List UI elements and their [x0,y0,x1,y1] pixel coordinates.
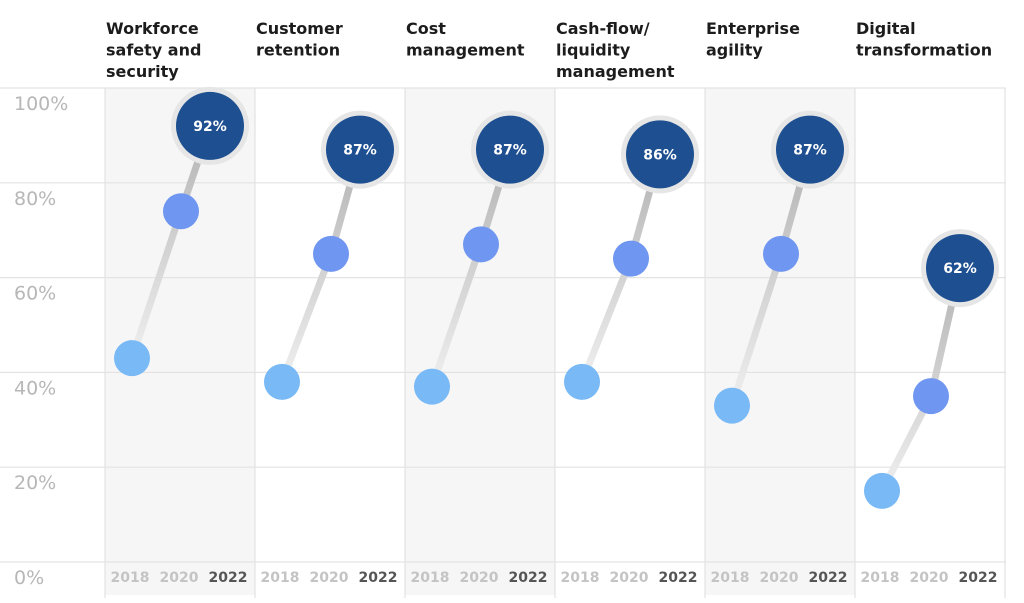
category-title-line: Customer [256,19,343,38]
data-label-2022: 87% [493,143,527,159]
y-tick-label: 80% [14,188,56,210]
category-title-line: Cash-flow/ [556,19,650,38]
category-titles: Workforce safety and security Customer reten… [106,19,992,81]
data-marks: 92% 87% 87% 86% 87% 62% [114,86,999,509]
year-label-2018: 2018 [861,570,900,586]
year-label-2022: 2022 [959,570,998,586]
year-label-2018: 2018 [111,570,150,586]
data-label-2022: 87% [793,143,827,159]
year-label-2020: 2020 [460,570,499,586]
category-title-line: Cost [406,19,446,38]
point-2022 [926,234,994,303]
year-label-2018: 2018 [561,570,600,586]
year-label-2020: 2020 [760,570,799,586]
year-label-2018: 2018 [261,570,300,586]
point-2022 [176,91,244,160]
point-2018 [564,363,600,400]
point-2022 [626,120,694,189]
data-label-2022: 92% [193,119,227,135]
point-2020 [313,235,349,272]
y-tick-label: 100% [14,93,68,115]
category-title-line: safety and [106,41,201,60]
point-2020 [763,235,799,272]
year-label-2020: 2020 [910,570,949,586]
category-title: Enterprise agility [706,19,800,60]
point-2020 [913,378,949,415]
year-label-2022: 2022 [659,570,698,586]
category-title-line: agility [706,41,763,60]
category-title-line: management [406,41,525,60]
category-title-line: retention [256,41,340,60]
y-tick-label: 60% [14,283,56,305]
category-title-line: management [556,62,675,81]
category-title-line: security [106,62,179,81]
category-title: Cash-flow/liquidity management [556,19,675,81]
category-title: Digital transformation [856,19,992,60]
point-2022 [476,115,544,184]
year-label-2018: 2018 [711,570,750,586]
y-tick-label: 40% [14,377,56,399]
point-2018 [414,368,450,405]
year-label-2020: 2020 [310,570,349,586]
point-2020 [463,226,499,263]
point-2022 [776,115,844,184]
y-tick-label: 20% [14,472,56,494]
category-title-line: transformation [856,41,992,60]
point-2018 [864,472,900,509]
point-2020 [613,240,649,277]
year-label-2022: 2022 [809,570,848,586]
point-2020 [163,193,199,230]
year-labels: 2018 2020 2022 2018 2020 2022 2018 2020 2022 2018… [111,570,998,586]
year-label-2020: 2020 [610,570,649,586]
year-label-2022: 2022 [509,570,548,586]
data-label-2022: 62% [943,261,977,277]
y-tick-label: 0% [14,567,44,589]
point-2018 [264,363,300,400]
category-title: Customer retention [256,19,343,60]
data-label-2022: 86% [643,147,677,163]
category-title-line: Workforce [106,19,199,38]
category-title: Cost management [406,19,525,60]
data-label-2022: 87% [343,143,377,159]
year-label-2020: 2020 [160,570,199,586]
year-label-2022: 2022 [359,570,398,586]
year-label-2022: 2022 [209,570,248,586]
point-2018 [114,340,150,377]
category-title-line: Digital [856,19,916,38]
year-label-2018: 2018 [411,570,450,586]
category-title-line: Enterprise [706,19,800,38]
y-axis: 0% 20% 40% 60% 80% 100% [14,93,68,589]
category-title: Workforce safety and security [106,19,201,81]
point-2022 [326,115,394,184]
point-2018 [714,387,750,424]
category-title-line: liquidity [556,41,631,60]
